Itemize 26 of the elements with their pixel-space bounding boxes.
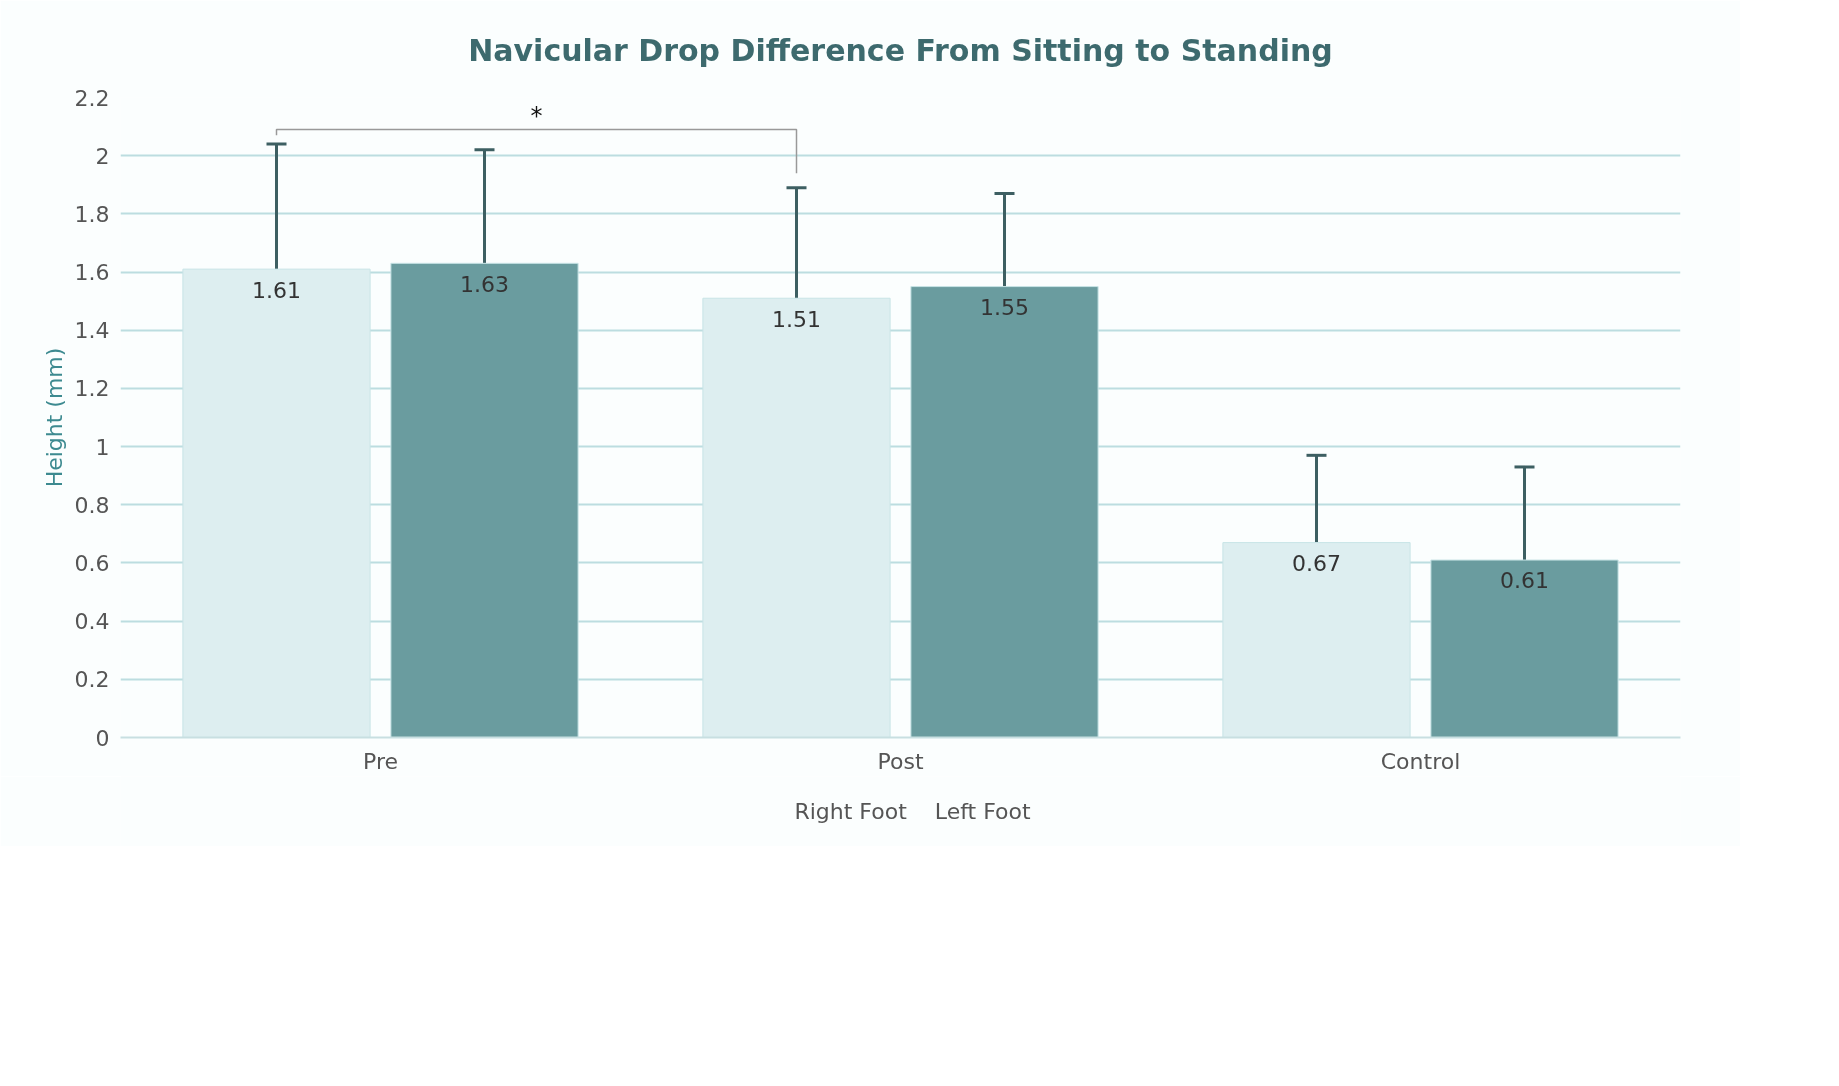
data-label: 1.55	[980, 294, 1029, 320]
y-tick-label: 0.2	[74, 667, 110, 693]
chart-title: Navicular Drop Difference From Sitting to Standing	[468, 32, 1333, 68]
y-tick-label: 1.6	[74, 260, 110, 286]
data-label: 1.61	[252, 277, 301, 303]
y-tick-label: 0.6	[74, 550, 110, 576]
y-tick-label: 1	[95, 434, 110, 460]
y-axis-title: Height (mm)	[41, 347, 67, 488]
text: Right Foot	[794, 798, 907, 824]
y-tick-label: 2.2	[74, 85, 110, 111]
y-tick-label: 0.8	[74, 492, 110, 518]
y-tick-label: 0.4	[74, 609, 110, 635]
data-label: 1.51	[772, 306, 821, 332]
y-tick-label: 1.8	[74, 201, 110, 227]
data-label: 0.67	[1292, 550, 1341, 576]
x-tick-label: Control	[1380, 748, 1461, 774]
y-tick-label: 1.2	[74, 376, 110, 402]
annotation: *	[530, 101, 543, 130]
y-tick-label: 2	[95, 143, 110, 169]
y-tick-label: 1.4	[74, 318, 110, 344]
x-tick-label: Post	[877, 748, 924, 774]
data-label: 1.63	[460, 271, 509, 297]
text: Left Foot	[934, 798, 1031, 824]
x-tick-label: Pre	[363, 748, 398, 774]
y-tick-label: 0	[95, 725, 110, 751]
data-label: 0.61	[1500, 568, 1549, 594]
